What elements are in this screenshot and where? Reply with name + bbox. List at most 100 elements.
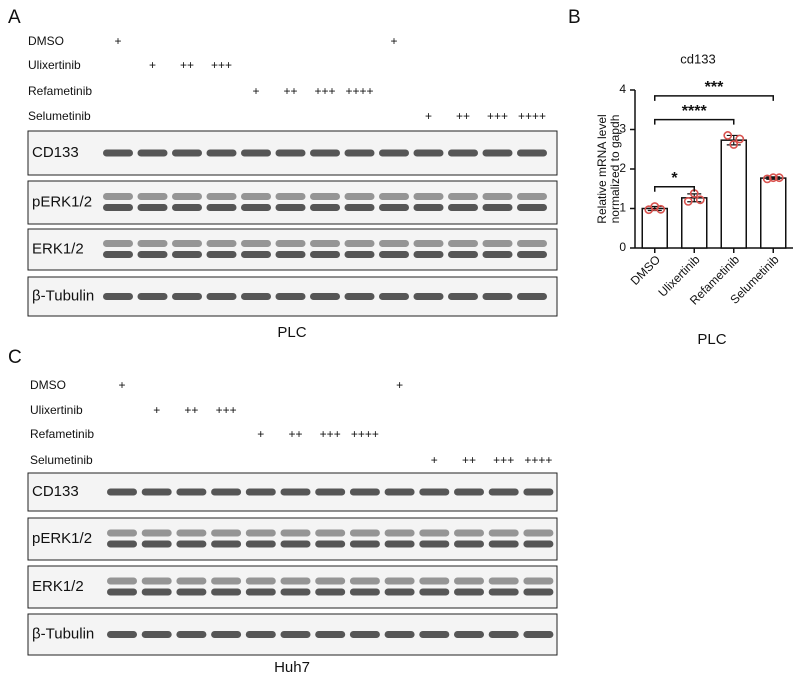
blot-frame: [27, 517, 558, 561]
band: [176, 529, 207, 537]
band: [206, 149, 237, 157]
band: [523, 631, 554, 638]
band: [137, 204, 168, 211]
treatment-mark: ++++: [345, 84, 373, 98]
blot-frame: [27, 180, 558, 225]
band: [482, 240, 513, 247]
band: [379, 193, 409, 200]
treatment-mark: ++: [184, 403, 198, 417]
band: [141, 588, 172, 596]
band: [349, 588, 380, 596]
band: [413, 149, 444, 157]
blot-label: ERK1/2: [32, 578, 84, 595]
band: [206, 240, 237, 247]
band: [107, 588, 137, 596]
y-axis-label: Relative mRNA level: [595, 114, 609, 223]
blot-label: β-Tubulin: [32, 625, 94, 642]
bar: [720, 139, 747, 249]
data-point: [683, 196, 693, 206]
band: [103, 251, 133, 258]
band: [315, 577, 346, 585]
band: [211, 488, 242, 496]
band: [517, 293, 547, 300]
band: [419, 529, 450, 537]
band: [344, 293, 375, 300]
data-point: [695, 195, 705, 205]
band: [454, 488, 484, 496]
treatment-mark: +: [118, 378, 125, 392]
band: [107, 577, 137, 585]
band: [488, 577, 519, 585]
band: [103, 149, 133, 157]
band: [241, 149, 271, 157]
band: [454, 588, 484, 596]
band: [379, 204, 409, 211]
band: [280, 631, 311, 638]
blot-label: CD133: [32, 483, 79, 500]
treatment-mark: +: [149, 58, 156, 72]
blot-frame: [27, 228, 558, 271]
band: [107, 529, 137, 537]
band: [488, 488, 519, 496]
significance-label: *: [671, 170, 678, 187]
band: [275, 251, 306, 258]
error-bar: [766, 176, 781, 180]
cell-line-label: PLC: [277, 324, 306, 341]
band: [211, 577, 242, 585]
treatment-mark: ++++: [351, 427, 379, 441]
band: [103, 193, 133, 200]
data-point: [774, 173, 784, 183]
band: [448, 251, 478, 258]
band: [523, 540, 554, 548]
band: [310, 293, 340, 300]
cell-line-label: Huh7: [274, 659, 310, 676]
band: [103, 293, 133, 300]
significance-bracket: [654, 118, 735, 125]
data-point: [729, 140, 739, 149]
band: [107, 540, 137, 548]
band: [141, 488, 172, 496]
band: [245, 488, 276, 496]
band: [241, 240, 271, 247]
y-axis-label: normalized to gapdh: [608, 115, 622, 224]
band: [137, 251, 168, 258]
band: [448, 204, 478, 211]
band: [419, 540, 450, 548]
band: [384, 631, 415, 638]
panel-label: B: [568, 7, 581, 28]
band: [275, 293, 306, 300]
blot-label: pERK1/2: [32, 530, 92, 547]
band: [349, 529, 380, 537]
band: [275, 193, 306, 200]
band: [379, 293, 409, 300]
band: [172, 251, 202, 258]
band: [315, 488, 346, 496]
band: [384, 488, 415, 496]
significance-label: ***: [705, 79, 724, 96]
y-tick-label: 0: [619, 240, 626, 254]
x-axis-label: PLC: [697, 331, 726, 348]
band: [211, 529, 242, 537]
treatment-mark: ++++: [524, 453, 552, 467]
band: [349, 631, 380, 638]
band: [379, 240, 409, 247]
band: [310, 204, 340, 211]
band: [517, 251, 547, 258]
band: [245, 529, 276, 537]
band: [488, 540, 519, 548]
band: [103, 240, 133, 247]
band: [517, 240, 547, 247]
band: [310, 251, 340, 258]
band: [211, 631, 242, 638]
band: [280, 488, 311, 496]
band: [211, 588, 242, 596]
band: [482, 193, 513, 200]
band: [448, 240, 478, 247]
band: [241, 251, 271, 258]
treatment-label: Refametinib: [28, 84, 92, 98]
band: [310, 149, 340, 157]
band: [176, 588, 207, 596]
treatment-mark: ++: [288, 427, 302, 441]
band: [413, 293, 444, 300]
band: [315, 529, 346, 537]
